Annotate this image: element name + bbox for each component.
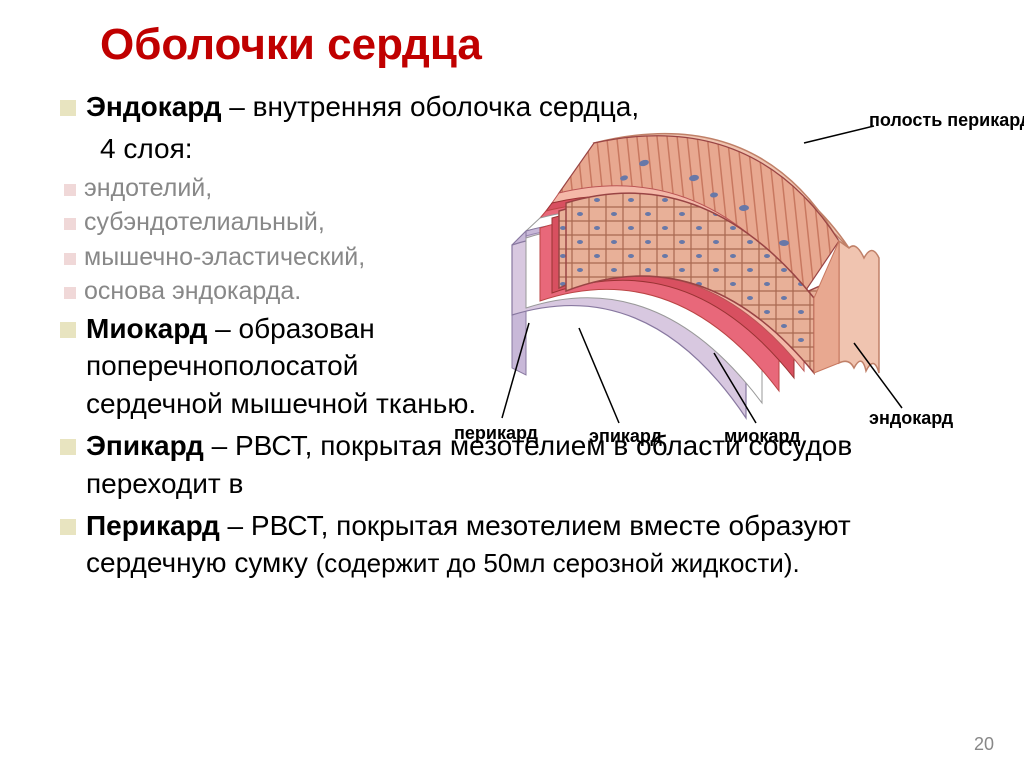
- bullet-icon: [60, 100, 76, 116]
- layer-text: эндотелий,: [84, 172, 212, 205]
- content-area: Эндокард – внутренняя оболочка сердца, 4…: [60, 88, 984, 582]
- pericard-name: Перикард: [86, 510, 220, 541]
- slide-container: Оболочки сердца Эндокард – внутренняя об…: [0, 0, 1024, 767]
- bullet-icon: [60, 439, 76, 455]
- epicard-name: Эпикард: [86, 430, 204, 461]
- pericard-text: Перикард – РВСТ, покрытая мезотелием вме…: [86, 507, 984, 583]
- pericard-line: Перикард – РВСТ, покрытая мезотелием вме…: [60, 507, 984, 583]
- layer-text: основа эндокарда.: [84, 275, 301, 308]
- bullet-icon: [64, 287, 76, 299]
- label-pericard-cavity: полость перикарда: [869, 110, 1024, 131]
- heart-wall-diagram: полость перикарда перикард эпикард миока…: [434, 108, 994, 468]
- myocard-line: Миокард – образован поперечнополосатой с…: [60, 310, 490, 423]
- label-endocard: эндокард: [869, 408, 953, 429]
- slide-title: Оболочки сердца: [100, 20, 984, 70]
- myocard-name: Миокард: [86, 313, 207, 344]
- label-pericard: перикард: [454, 423, 538, 444]
- myocard-text: Миокард – образован поперечнополосатой с…: [86, 310, 490, 423]
- bullet-icon: [60, 322, 76, 338]
- label-epicard: эпикард: [589, 426, 662, 447]
- layer-text: мышечно-эластический,: [84, 241, 365, 274]
- page-number: 20: [974, 734, 994, 755]
- bullet-icon: [60, 519, 76, 535]
- pericard-desc2: (содержит до 50мл серозной жидкости).: [316, 548, 800, 578]
- bullet-icon: [64, 184, 76, 196]
- layer-text: субэндотелиальный,: [84, 206, 325, 239]
- bullet-icon: [64, 218, 76, 230]
- bullet-icon: [64, 253, 76, 265]
- endocard-name: Эндокард: [86, 91, 221, 122]
- label-myocard: миокард: [724, 426, 800, 447]
